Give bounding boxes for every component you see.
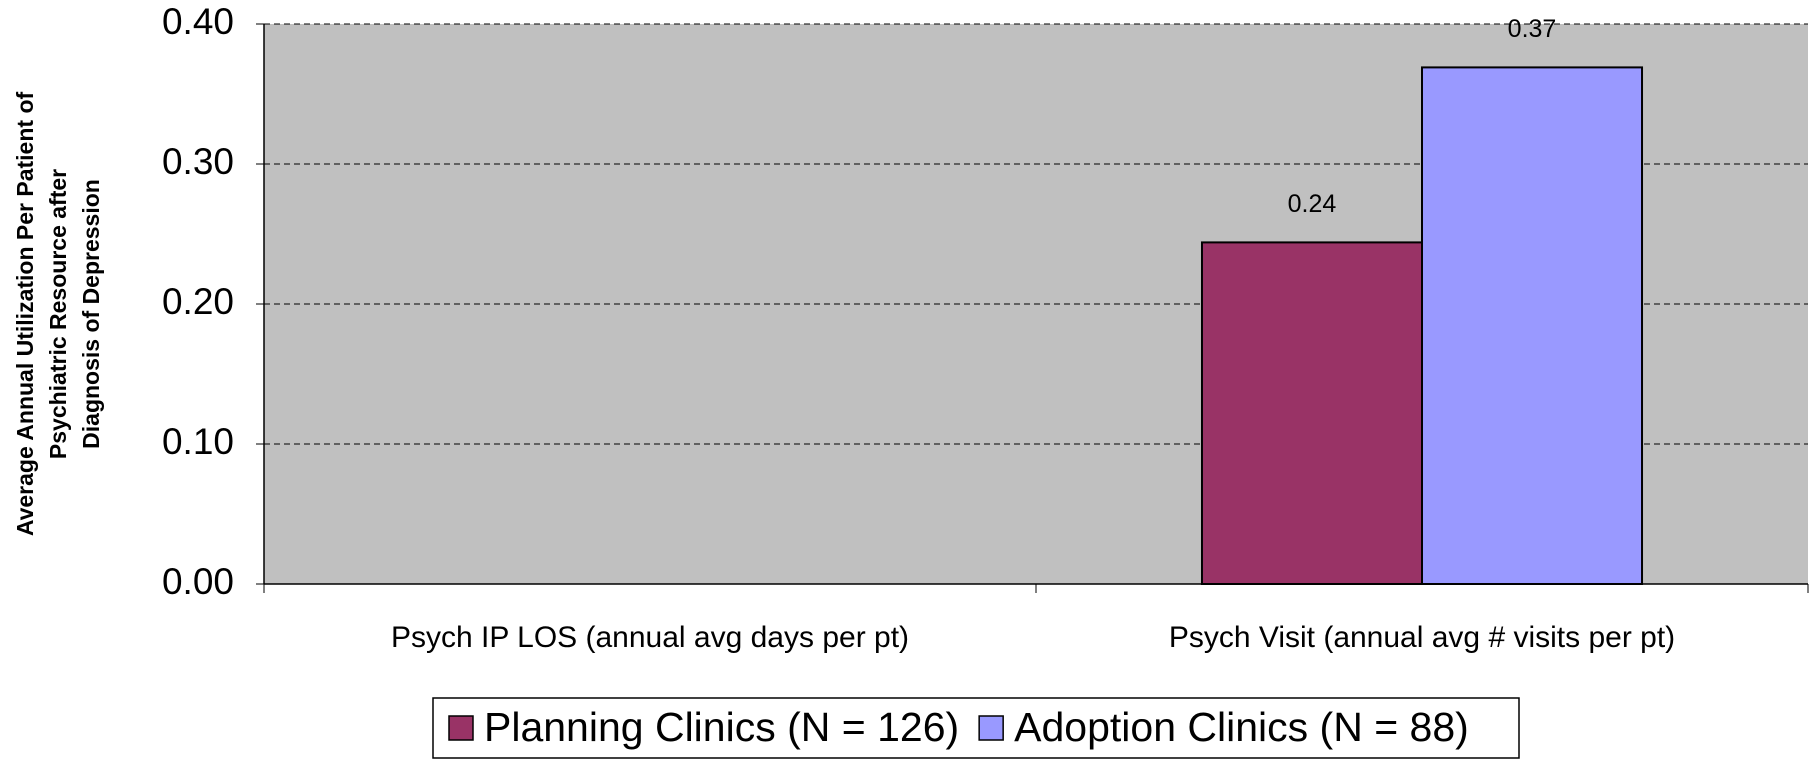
legend-swatch bbox=[978, 715, 1004, 741]
legend-swatch bbox=[448, 715, 474, 741]
y-axis-title: Average Annual Utilization Per Patient o… bbox=[12, 92, 104, 537]
y-axis-title-line: Diagnosis of Depression bbox=[78, 179, 104, 449]
y-tick-label: 0.00 bbox=[162, 561, 234, 602]
y-axis-title-line: Average Annual Utilization Per Patient o… bbox=[12, 92, 38, 537]
x-tick-label: Psych IP LOS (annual avg days per pt) bbox=[391, 621, 909, 654]
y-tick-label: 0.30 bbox=[162, 141, 234, 182]
legend-label: Planning Clinics (N = 126) bbox=[484, 704, 959, 750]
bar bbox=[1421, 66, 1644, 585]
y-tick-label: 0.40 bbox=[162, 1, 234, 42]
legend-label: Adoption Clinics (N = 88) bbox=[1014, 704, 1469, 750]
legend-box bbox=[432, 697, 1520, 759]
y-tick-label: 0.20 bbox=[162, 281, 234, 322]
y-tick-label: 0.10 bbox=[162, 421, 234, 462]
x-tick-label: Psych Visit (annual avg # visits per pt) bbox=[1169, 621, 1675, 654]
value-label: 0.37 bbox=[1508, 15, 1557, 43]
value-label: 0.24 bbox=[1288, 190, 1337, 218]
legend: Planning Clinics (N = 126) Adoption Clini… bbox=[432, 697, 1520, 759]
y-axis-title-line: Psychiatric Resource after bbox=[45, 169, 71, 459]
bar bbox=[1200, 241, 1423, 585]
